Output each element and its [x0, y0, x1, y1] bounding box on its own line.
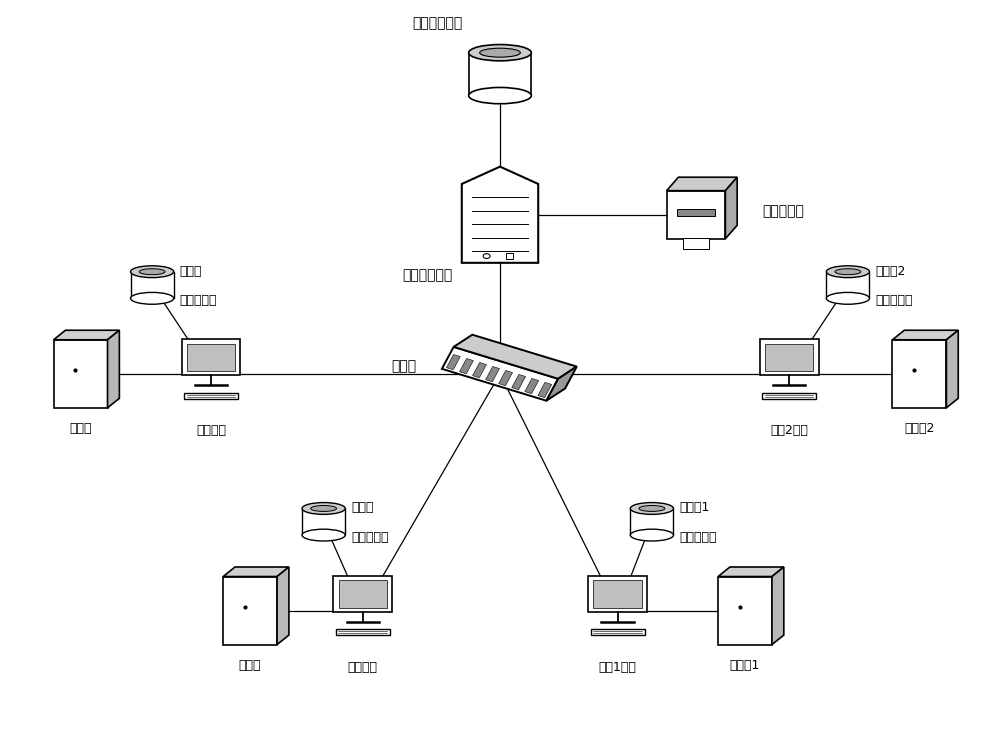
Text: 服务器数据库: 服务器数据库 [413, 16, 463, 29]
Text: 拧紧机: 拧紧机 [180, 264, 202, 278]
Bar [593, 581, 642, 608]
Ellipse shape [131, 266, 174, 278]
Polygon shape [667, 177, 737, 191]
Text: 本地数据库: 本地数据库 [679, 531, 717, 544]
Bar [131, 272, 174, 298]
Ellipse shape [469, 88, 531, 103]
Ellipse shape [826, 266, 869, 278]
Bar [718, 577, 772, 645]
Bar [54, 340, 108, 408]
Bar [760, 339, 818, 375]
Ellipse shape [630, 503, 673, 514]
Bar [677, 209, 715, 216]
Bar [591, 630, 645, 635]
Polygon shape [462, 167, 538, 263]
Bar [826, 272, 869, 298]
Text: 检漏机1: 检漏机1 [730, 658, 760, 672]
Polygon shape [718, 567, 784, 577]
Ellipse shape [302, 503, 345, 514]
Ellipse shape [469, 45, 531, 61]
Bar [667, 191, 725, 239]
Bar [336, 630, 390, 635]
Bar [333, 576, 392, 612]
Bar [588, 576, 647, 612]
Polygon shape [525, 378, 539, 393]
Ellipse shape [302, 529, 345, 541]
Polygon shape [54, 330, 119, 340]
Ellipse shape [826, 292, 869, 304]
Bar [892, 340, 946, 408]
Bar [184, 393, 238, 399]
Text: 检漏2工控: 检漏2工控 [770, 424, 808, 437]
Text: 压装工控: 压装工控 [348, 661, 378, 674]
Text: 本地数据库: 本地数据库 [875, 294, 913, 307]
Bar [762, 393, 816, 399]
Text: 拧紧机: 拧紧机 [69, 422, 92, 435]
Ellipse shape [480, 48, 520, 57]
Text: 交换机: 交换机 [392, 359, 417, 374]
Polygon shape [538, 382, 552, 398]
Polygon shape [223, 567, 289, 577]
Polygon shape [454, 334, 577, 379]
Bar [469, 53, 531, 96]
Text: 本地数据库: 本地数据库 [180, 294, 217, 307]
Text: 拧紧工控: 拧紧工控 [196, 424, 226, 437]
Text: 本地数据库: 本地数据库 [351, 531, 389, 544]
Ellipse shape [139, 269, 165, 275]
Text: 检漏1工控: 检漏1工控 [599, 661, 637, 674]
Bar [506, 253, 513, 259]
Text: 压装机: 压装机 [239, 658, 261, 672]
Polygon shape [473, 362, 486, 378]
Polygon shape [892, 330, 958, 340]
Polygon shape [460, 359, 473, 374]
Polygon shape [486, 366, 499, 382]
Text: 检漏机2: 检漏机2 [875, 264, 906, 278]
Bar [223, 577, 277, 645]
Text: 数据库服务器: 数据库服务器 [403, 268, 453, 282]
Text: 检漏机1: 检漏机1 [679, 501, 710, 514]
Polygon shape [946, 330, 958, 408]
Ellipse shape [131, 292, 174, 304]
Ellipse shape [835, 269, 861, 275]
Polygon shape [725, 177, 737, 239]
Polygon shape [772, 567, 784, 645]
Bar [630, 508, 673, 535]
Bar [683, 238, 709, 249]
Text: 检漏机2: 检漏机2 [904, 422, 935, 435]
Text: 条码打印机: 条码打印机 [763, 204, 805, 218]
Polygon shape [512, 374, 526, 390]
Ellipse shape [630, 529, 673, 541]
Polygon shape [446, 355, 460, 370]
Polygon shape [546, 367, 577, 401]
Polygon shape [108, 330, 119, 408]
Bar [187, 344, 235, 371]
Bar [339, 581, 387, 608]
Bar [302, 508, 345, 535]
Bar [765, 344, 813, 371]
Ellipse shape [639, 506, 665, 511]
Bar [182, 339, 240, 375]
Polygon shape [442, 347, 558, 401]
Polygon shape [277, 567, 289, 645]
Text: 压装机: 压装机 [351, 501, 374, 514]
Polygon shape [499, 371, 513, 386]
Ellipse shape [311, 506, 337, 511]
